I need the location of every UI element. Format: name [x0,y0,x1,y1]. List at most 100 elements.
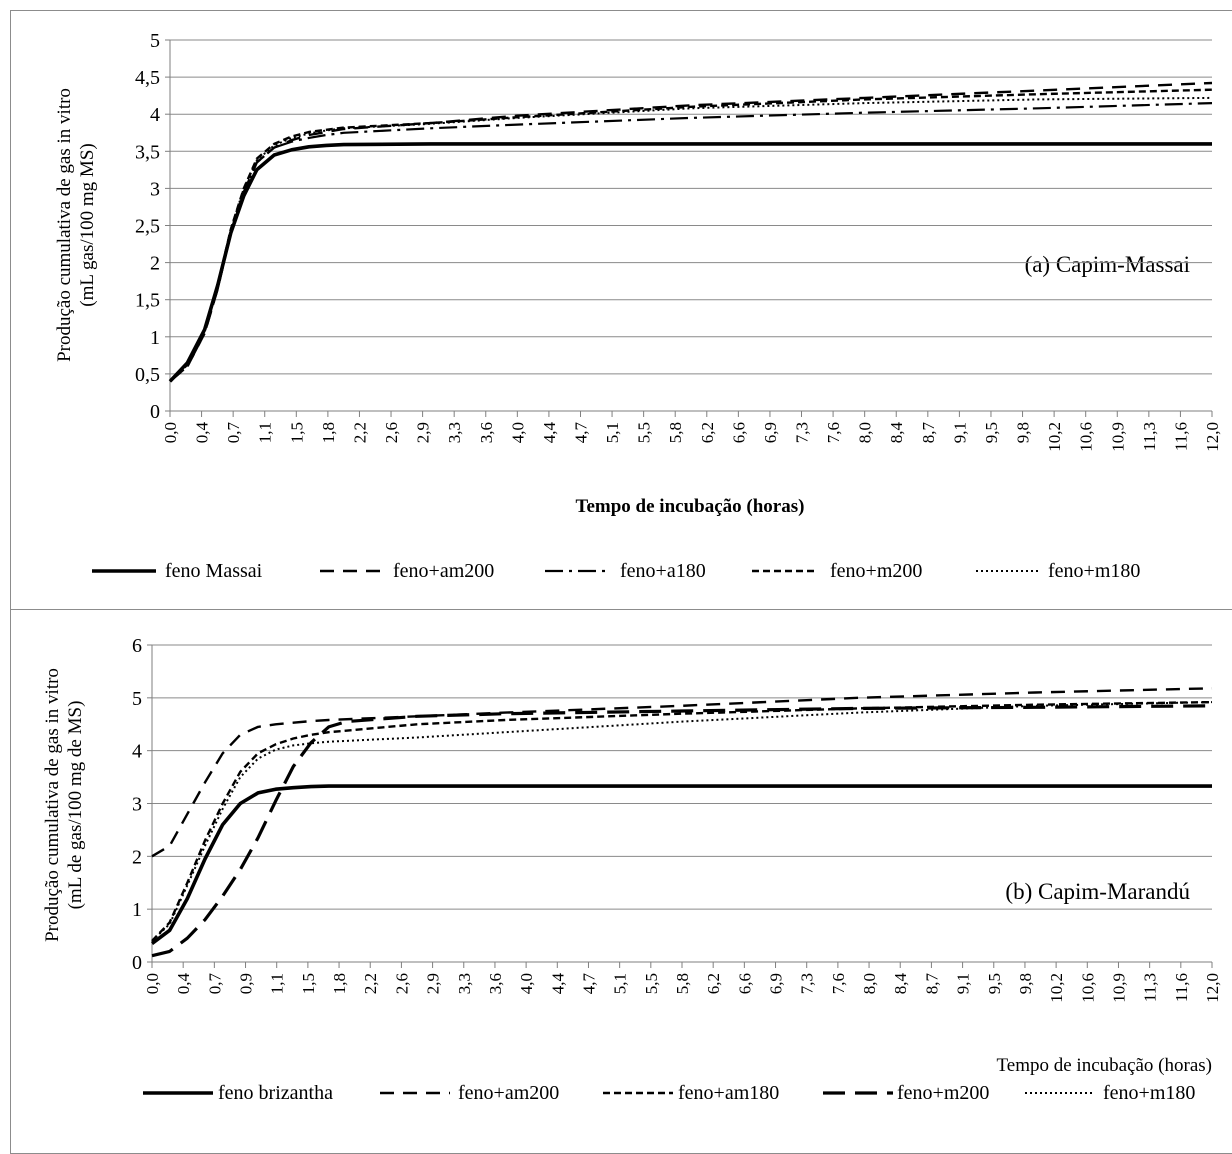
panel-a-x-tick-label: 7,6 [824,422,843,443]
panel-b-x-tick-label: 5,1 [611,973,630,994]
panel-b-y-tick-label: 2 [132,846,142,868]
panel-b-x-tick-label: 1,8 [330,973,349,994]
panel-a-legend-label-4: feno+m200 [830,560,922,582]
panel-b-x-tick-label: 6,9 [767,973,786,994]
panel-b-series-line-2 [151,687,1213,858]
panel-b-series-line-1 [150,784,1212,945]
panel-b-series-line-5 [151,701,1213,942]
panel-a-x-tick-label: 6,2 [698,422,717,443]
panel-a-x-tick-label: 0,7 [224,422,243,444]
panel-b-x-tick-label: 5,5 [642,973,661,994]
panel-b-x-tick-label: 12,0 [1203,973,1222,1003]
panel-b-legend-label-4: feno+m200 [897,1082,989,1104]
panel-a-ylabel-2: (mL gas/100 mg MS) [77,143,98,306]
panel-b-x-tick-label: 11,3 [1141,973,1160,1002]
panel-a-x-tick-label: 8,4 [887,422,906,444]
panel-b-x-tick-label: 1,5 [299,973,318,994]
panel-b-x-tick-label: 5,8 [673,973,692,994]
panel-b-x-tick-label: 0,0 [143,973,162,994]
panel-a-x-tick-label: 5,5 [635,422,654,443]
panel-b-x-tick-label: 1,1 [268,973,287,994]
panel-b-y-tick-label: 4 [132,741,142,763]
panel-b-x-tick-label: 4,0 [517,973,536,994]
panel-b-ylabel-2: (mL de gas/100 mg de MS) [65,701,86,910]
panel-a-legend-label-2: feno+am200 [393,560,494,582]
panel-b-x-tick-label: 9,5 [985,973,1004,994]
panel-a-label: (a) Capim-Massai [1025,252,1190,277]
panel-a-x-tick-label: 11,6 [1171,422,1190,451]
panel-b-label: (b) Capim-Marandú [1005,879,1190,904]
panel-a-x-tick-label: 3,3 [445,422,464,443]
panel-b-legend-label-5: feno+m180 [1103,1082,1195,1104]
panel-b-x-tick-label: 9,1 [954,973,973,994]
panel-a-y-tick-label: 0,5 [135,364,160,386]
panel-a-x-tick-label: 4,0 [508,422,527,443]
panel-a-legend-label-3: feno+a180 [620,560,706,582]
panel-a-ylabel-1: Produção cumulativa de gas in vitro [54,88,75,362]
panel-b-y-tick-label: 3 [132,794,142,816]
panel-a-y-tick-label: 1,5 [135,290,160,312]
panel-a-x-tick-label: 0,0 [161,422,180,443]
panel-a-x-tick-label: 6,9 [761,422,780,443]
panel-a-series-line-5 [169,96,1213,383]
panel-a-y-tick-label: 3 [150,178,160,200]
panel-b-x-tick-label: 6,2 [704,973,723,994]
panel-a-series-line-4 [169,88,1213,383]
panel-a-x-tick-label: 1,8 [319,422,338,443]
panel-b-x-tick-label: 8,7 [922,973,941,995]
panel-b-ylabel-1: Produção cumulativa de gas in vitro [42,668,63,942]
panel-a-x-tick-label: 3,6 [477,422,496,443]
panel-a-legend-label-1: feno Massai [165,560,263,582]
panel-b-x-tick-label: 7,3 [798,973,817,994]
panel-b-x-tick-label: 10,9 [1109,973,1128,1003]
panel-b-x-tick-label: 2,6 [392,973,411,994]
panel-b-x-tick-label: 7,6 [829,973,848,994]
panel-a-x-tick-label: 8,0 [856,422,875,443]
panel-b-y-tick-label: 6 [132,635,142,657]
panel-a-x-tick-label: 9,5 [982,422,1001,443]
panel-a-x-tick-label: 2,9 [414,422,433,443]
panel-b-x-tick-label: 4,4 [548,973,567,995]
panel-b-y-tick-label: 5 [132,688,142,710]
panel-b-x-tick-label: 8,4 [891,973,910,995]
panel-b-legend-label-1: feno brizantha [218,1082,333,1104]
panel-b-legend-label-3: feno+am180 [678,1082,779,1104]
panel-a-y-tick-label: 0 [150,401,160,423]
panel-b-series-line-3 [151,700,1213,942]
panel-b-series-line-4 [151,704,1213,958]
panel-a-x-tick-label: 2,2 [350,422,369,443]
panel-b-x-tick-label: 3,3 [455,973,474,994]
panel-b-y-tick-label: 1 [132,899,142,921]
panel-a-x-tick-label: 8,7 [919,422,938,444]
panel-a-y-tick-label: 4 [150,104,160,126]
chart-marks: 0 0,5 1 1,5 2 2,5 3 3,5 4 4,5 5 0,0 0,4 0,7 1,1 1,5 1,8 2… [92,30,1222,1104]
panel-a-x-tick-label: 9,8 [1014,422,1033,443]
panel-a-x-tick-label: 6,6 [729,422,748,443]
panel-b-x-tick-label: 4,7 [579,973,598,995]
panel-a-x-tick-label: 1,5 [287,422,306,443]
panel-b-x-tick-label: 6,6 [735,973,754,994]
panel-b-x-tick-label: 0,4 [174,973,193,995]
panel-a-legend-label-5: feno+m180 [1048,560,1140,582]
panel-a-x-tick-label: 12,0 [1203,422,1222,452]
panel-b-x-tick-label: 3,6 [486,973,505,994]
panel-a-x-tick-label: 4,4 [540,422,559,444]
panel-b-x-tick-label: 9,8 [1016,973,1035,994]
panel-b-x-tick-label: 10,6 [1078,973,1097,1003]
panel-a-x-tick-label: 9,1 [950,422,969,443]
panel-a-x-tick-label: 10,2 [1045,422,1064,452]
panel-b-x-tick-label: 2,2 [361,973,380,994]
panel-a-x-tick-label: 4,7 [571,422,590,444]
panel-a-x-tick-label: 10,6 [1077,422,1096,452]
panel-b-xlabel: Tempo de incubação (horas) [997,1055,1213,1076]
panel-a-x-tick-label: 2,6 [382,422,401,443]
panel-b-y-tick-label: 0 [132,952,142,974]
panel-a-y-tick-label: 2 [150,253,160,275]
panel-a-y-tick-label: 1 [150,327,160,349]
panel-a-y-tick-label: 5 [150,30,160,52]
panel-a-series-line-3 [169,102,1213,383]
panel-a-y-tick-label: 2,5 [135,216,160,238]
panel-a-x-tick-label: 1,1 [256,422,275,443]
panel-b-x-tick-label: 10,2 [1047,973,1066,1003]
